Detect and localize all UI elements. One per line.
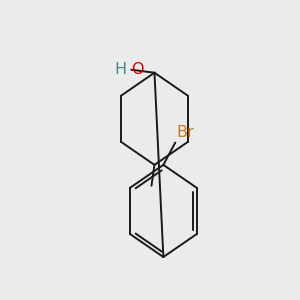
Text: Br: Br xyxy=(177,124,194,140)
Text: O: O xyxy=(132,62,144,77)
Text: H: H xyxy=(114,62,126,77)
